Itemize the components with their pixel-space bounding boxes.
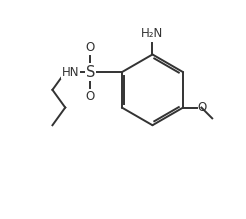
Text: H₂N: H₂N (141, 27, 164, 40)
Text: S: S (86, 65, 95, 80)
Text: O: O (86, 90, 95, 103)
Text: O: O (198, 101, 207, 114)
Text: HN: HN (62, 66, 79, 79)
Text: O: O (86, 41, 95, 55)
